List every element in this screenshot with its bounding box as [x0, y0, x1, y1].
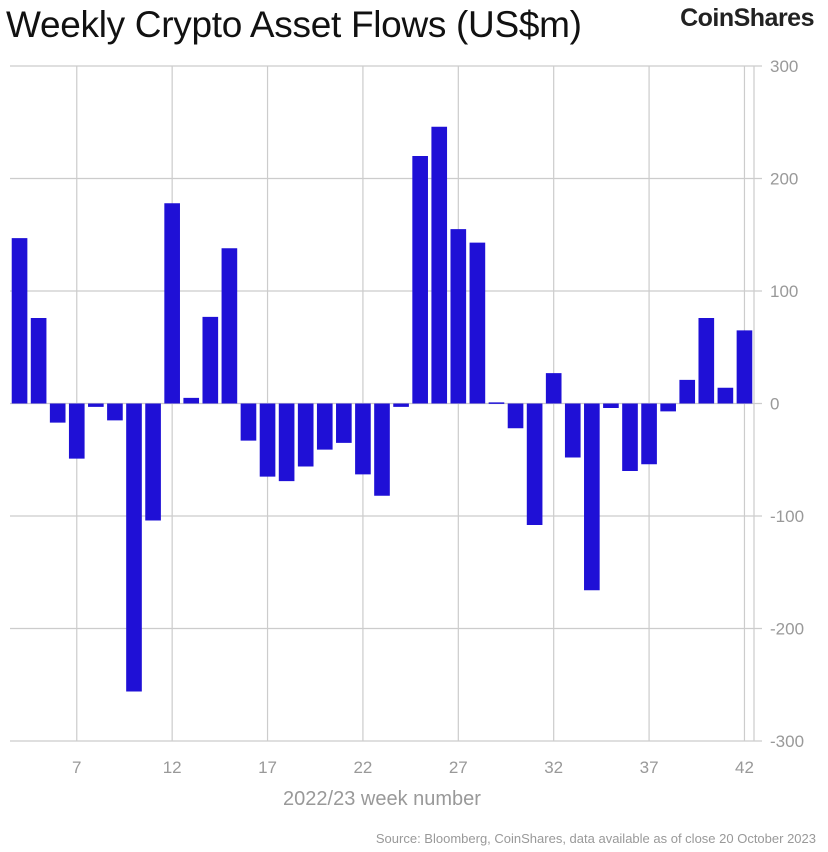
bar	[126, 403, 142, 692]
bar	[584, 403, 600, 591]
bar	[469, 242, 486, 404]
bar	[717, 387, 734, 404]
bar	[450, 229, 467, 404]
bar	[259, 403, 276, 477]
bar	[526, 403, 543, 525]
coinshares-logo: CoinShares	[680, 4, 814, 32]
bar	[107, 403, 123, 421]
x-tick-label: 37	[640, 758, 659, 777]
bar	[374, 403, 390, 496]
x-axis-ticks: 7 12 17 22 27 32 37 42	[72, 758, 754, 777]
y-tick-label: -200	[770, 620, 804, 639]
bar	[622, 403, 638, 471]
bar	[336, 403, 352, 443]
bar	[679, 379, 696, 404]
bar	[603, 403, 619, 408]
bar	[412, 156, 428, 404]
x-tick-label: 27	[449, 758, 468, 777]
bar	[49, 403, 66, 423]
bar	[30, 318, 47, 404]
bar	[431, 126, 448, 404]
bar	[316, 403, 333, 450]
bar	[355, 403, 371, 475]
y-tick-label: 300	[770, 57, 798, 76]
x-tick-label: 7	[72, 758, 81, 777]
x-tick-label: 42	[735, 758, 754, 777]
y-tick-label: -100	[770, 507, 804, 526]
bar	[641, 403, 657, 465]
x-axis-title: 2022/23 week number	[283, 788, 481, 810]
bar	[297, 403, 314, 467]
x-tick-label: 32	[544, 758, 563, 777]
bar	[545, 373, 562, 404]
bar	[488, 402, 505, 404]
bar	[11, 238, 28, 404]
x-tick-label: 22	[353, 758, 372, 777]
bar	[164, 203, 180, 404]
bar	[564, 403, 581, 458]
bar	[183, 397, 200, 404]
y-tick-label: 200	[770, 170, 798, 189]
bar	[698, 318, 715, 404]
bar	[660, 403, 676, 412]
y-axis-ticks: -300 -200 -100 0 100 200 300	[770, 57, 804, 751]
x-tick-label: 17	[258, 758, 277, 777]
bar	[68, 403, 85, 459]
bar	[736, 330, 753, 404]
y-tick-label: 100	[770, 282, 798, 301]
source-note: Source: Bloomberg, CoinShares, data avai…	[375, 831, 816, 846]
bar	[202, 316, 219, 404]
bar	[145, 403, 161, 521]
bar	[88, 403, 104, 407]
x-tick-label: 12	[163, 758, 182, 777]
bar-series	[11, 126, 753, 692]
bar	[507, 403, 524, 429]
page-title: Weekly Crypto Asset Flows (US$m)	[6, 4, 582, 45]
bar	[278, 403, 295, 482]
y-tick-label: -300	[770, 732, 804, 751]
bar	[221, 248, 238, 404]
bar	[240, 403, 257, 441]
bar	[393, 403, 409, 407]
y-tick-label: 0	[770, 395, 779, 414]
